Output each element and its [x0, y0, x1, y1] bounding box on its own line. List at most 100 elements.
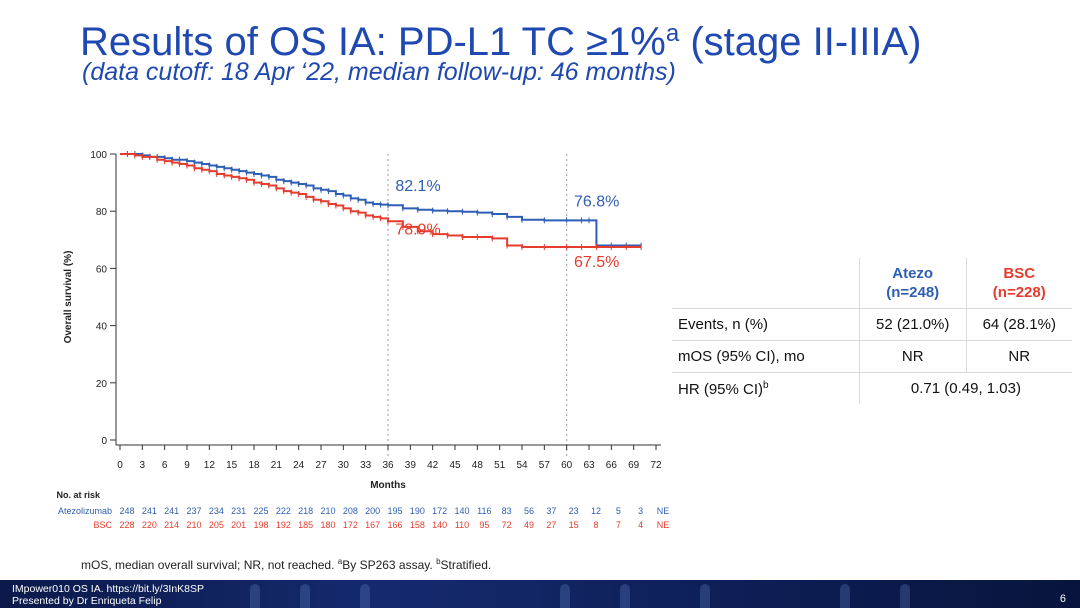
risk-count: 158 [410, 520, 425, 530]
x-tick-label: 72 [650, 460, 662, 471]
footer-decoration [560, 584, 570, 608]
risk-count: 200 [365, 506, 380, 516]
risk-count: 140 [432, 520, 447, 530]
footer-presenter: Presented by Dr Enriqueta Felip [12, 595, 162, 607]
slide-subtitle: (data cutoff: 18 Apr ‘22, median follow-… [82, 58, 676, 86]
risk-count: 83 [502, 506, 512, 516]
risk-count: 195 [387, 506, 402, 516]
risk-count: 185 [298, 520, 313, 530]
mos-bsc: NR [965, 340, 1072, 373]
risk-count: 208 [343, 506, 358, 516]
risk-count: 167 [365, 520, 380, 530]
y-axis-label: Overall survival (%) [63, 251, 74, 344]
x-tick-label: 0 [117, 460, 123, 471]
risk-count: 110 [455, 520, 469, 530]
summary-row-hr: HR (95% CI)b 0.71 (0.49, 1.03) [672, 372, 1072, 404]
x-tick-label: 15 [226, 460, 238, 471]
risk-count: 198 [253, 520, 268, 530]
risk-count: 192 [276, 520, 291, 530]
mos-atezo: NR [858, 340, 967, 373]
x-tick-label: 36 [382, 460, 394, 471]
x-tick-label: 27 [315, 460, 327, 471]
risk-count: 218 [298, 506, 313, 516]
risk-count: 248 [119, 506, 134, 516]
risk-count: NE [657, 520, 670, 530]
risk-table-title: No. at risk [56, 490, 101, 500]
risk-count: 15 [569, 520, 579, 530]
x-tick-label: 12 [204, 460, 216, 471]
y-tick-label: 0 [101, 436, 107, 447]
x-tick-label: 60 [561, 460, 573, 471]
row-label-events: Events, n (%) [672, 308, 860, 341]
risk-row-label: Atezolizumab [58, 506, 112, 516]
risk-count: 5 [616, 506, 621, 516]
x-tick-label: 3 [140, 460, 146, 471]
risk-count: 3 [638, 506, 643, 516]
landmark-label: 78.9% [395, 221, 440, 238]
x-tick-label: 42 [427, 460, 439, 471]
landmark-label: 67.5% [574, 254, 619, 271]
risk-count: 214 [164, 520, 179, 530]
x-tick-label: 48 [472, 460, 484, 471]
risk-count: 23 [569, 506, 579, 516]
footer-decoration [360, 584, 370, 608]
header-atezo: Atezo (n=248) [858, 258, 967, 309]
row-label-mos: mOS (95% CI), mo [672, 340, 860, 373]
footer-decoration [900, 584, 910, 608]
summary-table-corner [672, 258, 859, 309]
summary-table: Atezo (n=248) BSC (n=228) Events, n (%) 52… [672, 258, 1072, 404]
risk-count: 27 [546, 520, 556, 530]
slide-title-footnote-marker: a [665, 20, 680, 47]
x-tick-label: 6 [162, 460, 168, 471]
risk-count: 72 [502, 520, 512, 530]
y-tick-label: 60 [96, 264, 108, 275]
risk-count: 237 [186, 506, 201, 516]
events-atezo: 52 (21.0%) [858, 308, 967, 341]
risk-count: NE [657, 506, 670, 516]
x-tick-label: 18 [248, 460, 260, 471]
risk-count: 7 [616, 520, 621, 530]
risk-count: 49 [524, 520, 534, 530]
risk-count: 241 [142, 506, 157, 516]
page-number: 6 [1059, 593, 1066, 605]
x-tick-label: 69 [628, 460, 640, 471]
summary-row-mos: mOS (95% CI), mo NR NR [672, 340, 1072, 373]
risk-count: 12 [591, 506, 601, 516]
x-tick-label: 54 [516, 460, 528, 471]
footer-decoration [250, 584, 260, 608]
risk-count: 180 [320, 520, 335, 530]
y-tick-label: 100 [90, 150, 107, 161]
risk-count: 190 [410, 506, 425, 516]
x-tick-label: 24 [293, 460, 305, 471]
slide-title: Results of OS IA: PD-L1 TC ≥1%a (stage I… [80, 10, 1070, 66]
footer-decoration [840, 584, 850, 608]
risk-count: 205 [209, 520, 224, 530]
slide-title-end: (stage II-IIIA) [679, 20, 922, 64]
footer-bar: IMpower010 OS IA. https://bit.ly/3InK8SP… [0, 580, 1080, 608]
km-line-bsc [120, 153, 642, 248]
x-tick-label: 63 [583, 460, 595, 471]
landmark-label: 82.1% [395, 178, 440, 195]
x-tick-label: 39 [405, 460, 417, 471]
risk-count: 210 [186, 520, 201, 530]
events-bsc: 64 (28.1%) [965, 308, 1072, 341]
risk-count: 231 [231, 506, 246, 516]
risk-count: 172 [343, 520, 358, 530]
x-tick-label: 33 [360, 460, 372, 471]
risk-count: 225 [253, 506, 268, 516]
risk-count: 140 [454, 506, 469, 516]
risk-count: 37 [546, 506, 556, 516]
hr-value: 0.71 (0.49, 1.03) [858, 372, 1072, 404]
x-tick-label: 57 [539, 460, 551, 471]
risk-count: 166 [387, 520, 402, 530]
risk-count: 8 [593, 520, 598, 530]
summary-row-events: Events, n (%) 52 (21.0%) 64 (28.1%) [672, 308, 1072, 341]
risk-count: 228 [119, 520, 134, 530]
landmark-label: 76.8% [574, 193, 619, 210]
risk-row-label: BSC [93, 520, 112, 530]
summary-table-header-row: Atezo (n=248) BSC (n=228) [672, 258, 1072, 309]
x-tick-label: 9 [184, 460, 190, 471]
x-tick-label: 66 [606, 460, 618, 471]
y-tick-label: 40 [96, 322, 108, 333]
